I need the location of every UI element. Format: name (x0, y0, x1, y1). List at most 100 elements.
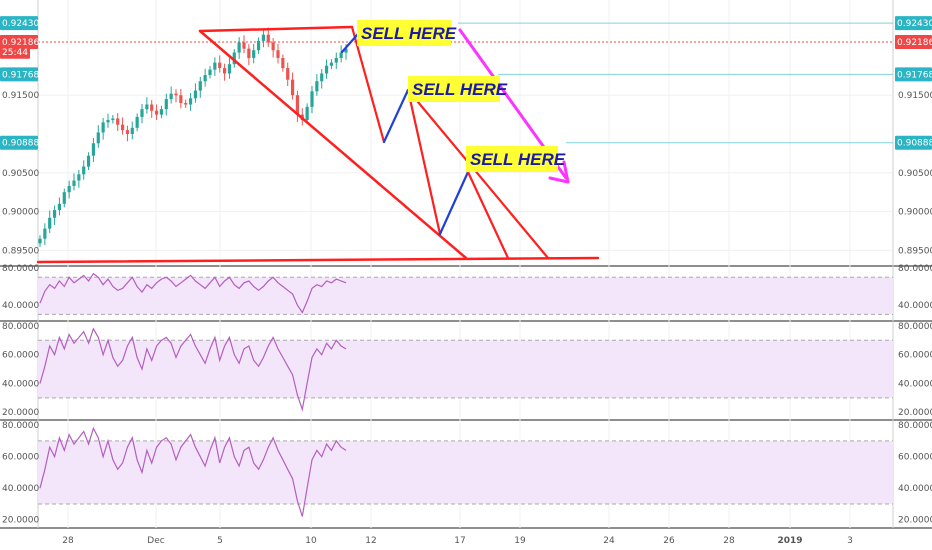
candle-body (52, 210, 57, 218)
y-tick-label-left: 0.89500 (2, 246, 39, 256)
osc-tick-label-left: 40.0000 (2, 301, 39, 311)
candle-body (281, 57, 285, 69)
osc-tick-label-left: 80.0000 (2, 421, 39, 431)
candle-body (164, 99, 168, 110)
candle-body (222, 68, 227, 74)
osc-tick-label-right: 20.0000 (898, 516, 932, 526)
price-badge-left: 0.90888 (2, 139, 39, 149)
candle-body (150, 104, 154, 111)
x-tick-label: 5 (217, 536, 223, 546)
price-badge-right: 0.91768 (897, 70, 932, 80)
candle-body (116, 118, 120, 125)
sell-label-text: SELL HERE (470, 150, 566, 169)
y-tick-label-right: 0.90500 (898, 169, 932, 179)
candle-body (242, 42, 246, 49)
candle-body (329, 62, 334, 66)
price-badge-left-bg (0, 67, 38, 82)
candle-body (130, 127, 134, 134)
oscillator-line (39, 426, 347, 517)
x-tick-label: 2019 (777, 536, 802, 546)
candle-body (198, 81, 202, 91)
sell-label-box (357, 20, 451, 46)
candle-body (261, 34, 266, 41)
candle-body (271, 42, 275, 51)
down-arrow-head (548, 160, 570, 184)
candle-body (252, 50, 256, 58)
x-tick-label: 28 (62, 536, 74, 546)
price-badge-left-bg (0, 44, 30, 59)
oscillator-line (39, 327, 347, 412)
candle-body (256, 40, 261, 51)
x-tick-label: 24 (603, 536, 615, 546)
projection-leg-1 (350, 25, 386, 144)
osc-tick-label-right: 40.0000 (898, 484, 932, 494)
candle-body (334, 57, 338, 63)
osc-tick-label-left: 40.0000 (2, 379, 39, 389)
price-badge-left: 0.92186 (2, 38, 39, 48)
x-tick-label: 26 (663, 536, 675, 546)
candle-body (101, 122, 105, 133)
price-badge-left: 0.91768 (2, 70, 39, 80)
price-badge-left-bg (0, 135, 38, 150)
candle-body (179, 95, 183, 103)
candle-body (295, 95, 300, 115)
x-tick-label: 10 (305, 536, 317, 546)
x-tick-label: 3 (847, 536, 853, 546)
candle-body (237, 42, 241, 53)
candle-body (247, 48, 251, 58)
trend-line-top (198, 25, 354, 33)
candle-body (169, 93, 173, 100)
candle-body (38, 238, 42, 244)
candle-body (193, 90, 198, 99)
candle-body (218, 62, 222, 69)
projection-leg-4 (466, 170, 510, 260)
candle-body (227, 64, 232, 74)
candle-body (184, 102, 188, 105)
x-tick-label: 19 (514, 536, 526, 546)
oscillator-lines (39, 272, 347, 517)
candle-body (140, 109, 144, 117)
price-badge-left: 25:44 (2, 48, 28, 58)
sell-label-text: SELL HERE (361, 24, 457, 43)
bounce-leg-2 (438, 170, 470, 236)
candle-body (135, 116, 139, 128)
trend-line-wedge (198, 29, 468, 260)
oscillator-band (38, 440, 893, 504)
osc-tick-label-right: 60.0000 (898, 351, 932, 361)
candle-body (203, 75, 207, 82)
candle-body (120, 124, 125, 131)
oscillator-bands (38, 276, 893, 505)
candle-body (145, 104, 149, 110)
candle-body (339, 52, 343, 58)
price-badge-right: 0.92186 (897, 38, 932, 48)
candle-body (305, 106, 309, 121)
candle-body (324, 65, 329, 74)
candle-body (77, 174, 81, 181)
price-badge-left: 0.92430 (2, 19, 39, 29)
osc-tick-label-left: 80.0000 (2, 264, 39, 274)
candle-body (91, 143, 96, 156)
annotations: SELL HERE SELL HERE SELL HERE (357, 20, 566, 172)
y-tick-label-left: 0.90000 (2, 208, 39, 218)
candle-body (320, 73, 324, 82)
osc-tick-label-right: 40.0000 (898, 379, 932, 389)
osc-tick-label-left: 20.0000 (2, 516, 39, 526)
candle-body (174, 93, 178, 96)
price-badge-right: 0.92430 (897, 19, 932, 29)
candle-body (154, 110, 159, 115)
candle-body (96, 132, 100, 144)
osc-tick-label-right: 60.0000 (898, 453, 932, 463)
projection-leg-3 (406, 88, 550, 260)
osc-tick-label-left: 20.0000 (2, 408, 39, 418)
candle-body (286, 68, 290, 80)
price-badge-left-bg (0, 16, 38, 31)
candle-body (315, 81, 319, 92)
y-tick-label-left: 0.91500 (2, 91, 39, 101)
candle-body (159, 109, 164, 115)
candle-body (62, 192, 66, 204)
candlestick-series (38, 27, 348, 247)
osc-tick-label-right: 40.0000 (898, 301, 932, 311)
osc-tick-label-right: 80.0000 (898, 421, 932, 431)
